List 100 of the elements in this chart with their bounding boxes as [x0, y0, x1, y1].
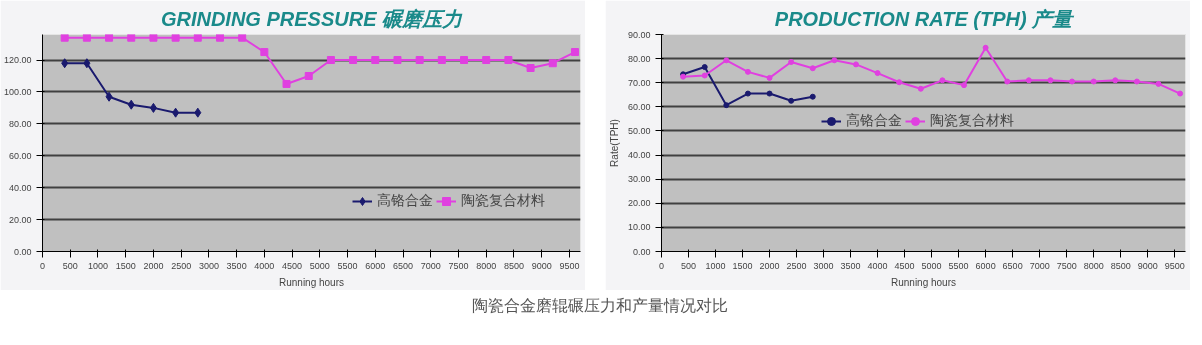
y-tick-label: 100.00 [3, 86, 32, 97]
point [766, 90, 773, 97]
point [171, 34, 180, 42]
y-tick-label: 20.00 [627, 198, 651, 209]
y-axis-title: Rate(TPH) [608, 119, 620, 167]
chart-title: PRODUCTION RATE (TPH) 产量 [774, 7, 1076, 30]
point [570, 48, 579, 57]
point [1047, 77, 1054, 84]
point [1112, 77, 1119, 84]
x-tick-label: 9500 [559, 260, 580, 271]
point [105, 91, 113, 102]
x-tick-label: 1000 [87, 260, 108, 271]
point [238, 34, 247, 42]
x-tick-label: 6000 [975, 260, 996, 271]
point [1133, 78, 1140, 85]
point [831, 57, 838, 64]
x-tick-label: 7500 [1056, 260, 1077, 271]
point [1177, 90, 1184, 97]
point [349, 56, 358, 65]
x-tick-label: 4000 [867, 260, 888, 271]
point [437, 56, 446, 65]
x-tick-label: 6000 [365, 260, 386, 271]
point [260, 48, 269, 57]
point [526, 64, 535, 73]
x-tick-label: 1000 [705, 260, 726, 271]
legend-label: 陶瓷复合材料 [461, 192, 545, 210]
chart-title: GRINDING PRESSURE 碾磨压力 [160, 7, 464, 30]
x-tick-label: 7500 [448, 260, 469, 271]
point [415, 56, 424, 65]
x-tick-label: 4000 [254, 260, 275, 271]
y-tick-label: 60.00 [8, 150, 32, 161]
x-tick-label: 2500 [171, 260, 192, 271]
point [723, 57, 730, 64]
x-tick-label: 4500 [894, 260, 915, 271]
x-tick-label: 3000 [198, 260, 219, 271]
x-tick-label: 8000 [1083, 260, 1104, 271]
y-tick-label: 0.00 [13, 246, 32, 257]
point [723, 102, 730, 109]
point [149, 34, 158, 42]
point [393, 56, 402, 65]
text: 陶瓷合金磨辊碾压力和产量情况对比 [471, 296, 729, 316]
y-tick-label: 50.00 [627, 125, 651, 136]
x-tick-label: 1500 [732, 260, 753, 271]
x-tick-label: 0 [659, 260, 665, 271]
point [788, 58, 795, 65]
point [874, 70, 881, 77]
x-tick-label: 2000 [143, 260, 164, 271]
point [701, 64, 708, 71]
point [809, 65, 816, 72]
y-tick-label: 120.00 [3, 55, 32, 66]
point [744, 90, 751, 97]
point [460, 56, 469, 65]
point [282, 79, 291, 88]
point [1155, 80, 1162, 87]
point [852, 61, 859, 68]
y-tick-label: 90.00 [627, 29, 651, 40]
point [82, 34, 91, 42]
x-tick-label: 500 [681, 260, 697, 271]
point [83, 58, 91, 69]
point [982, 44, 989, 51]
x-tick-label: 9500 [1164, 260, 1185, 271]
point [939, 77, 946, 84]
x-tick-label: 5000 [921, 260, 942, 271]
x-tick-label: 5500 [337, 260, 358, 271]
point [788, 97, 795, 104]
point [105, 34, 114, 42]
x-tick-label: 8500 [1110, 260, 1131, 271]
point [304, 71, 313, 80]
x-tick-label: 2000 [759, 260, 780, 271]
legend-label: 高铬合金 [846, 112, 902, 130]
x-tick-label: 0 [40, 260, 46, 271]
point [326, 56, 335, 65]
point [172, 107, 180, 118]
x-tick-label: 3500 [840, 260, 861, 271]
x-tick-label: 5000 [309, 260, 330, 271]
point [917, 85, 924, 92]
x-tick-label: 7000 [420, 260, 441, 271]
point [60, 34, 69, 42]
y-tick-label: 20.00 [8, 214, 32, 225]
x-tick-label: 9000 [531, 260, 552, 271]
x-tick-label: 2500 [786, 260, 807, 271]
legend-label: 陶瓷复合材料 [930, 112, 1014, 130]
y-tick-label: 80.00 [627, 53, 651, 64]
point [1025, 77, 1032, 84]
y-tick-label: 10.00 [627, 222, 651, 233]
y-tick-label: 60.00 [627, 101, 651, 112]
point [701, 72, 708, 79]
point [371, 56, 380, 65]
y-tick-label: 40.00 [8, 182, 32, 193]
point [744, 68, 751, 75]
point [61, 58, 69, 69]
x-tick-label: 5500 [948, 260, 969, 271]
y-tick-label: 40.00 [627, 150, 651, 161]
y-tick-label: 70.00 [627, 77, 651, 88]
x-tick-label: 7000 [1029, 260, 1050, 271]
point [504, 56, 513, 65]
x-tick-label: 3000 [813, 260, 834, 271]
x-tick-label: 4500 [282, 260, 303, 271]
point [149, 102, 157, 113]
y-tick-label: 80.00 [8, 118, 32, 129]
